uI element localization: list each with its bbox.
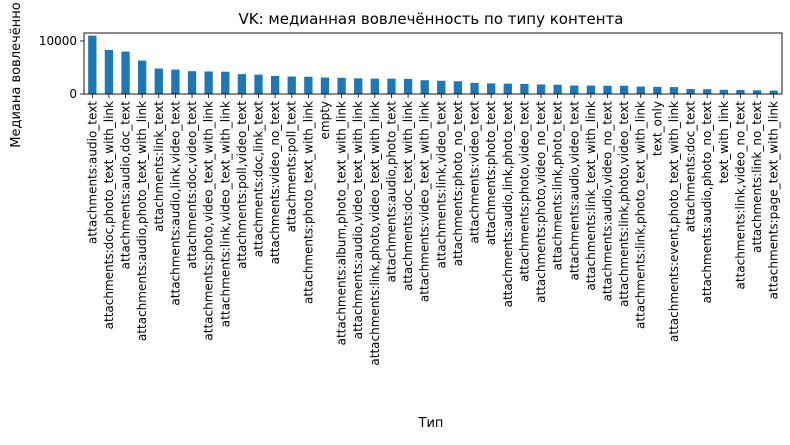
x-tick-label: attachments:doc,photo_text_with_link xyxy=(102,101,116,329)
bar xyxy=(553,84,562,94)
bar xyxy=(586,85,596,94)
bar-series xyxy=(88,35,778,94)
x-tick-label: attachments:event,photo_text_with_link xyxy=(667,101,681,342)
bar xyxy=(619,85,629,94)
x-tick-label: attachments:link_no_text xyxy=(750,101,764,253)
bar xyxy=(287,76,296,94)
bar xyxy=(171,69,180,94)
bar xyxy=(104,49,114,94)
x-tick-label: attachments:poll_text xyxy=(285,101,299,233)
x-tick-label: attachments:page_text_with_link xyxy=(767,101,781,299)
x-tick-label: attachments:audio,doc_text xyxy=(119,101,133,270)
bar xyxy=(703,89,712,94)
bar xyxy=(354,78,363,94)
bar xyxy=(769,90,778,94)
x-tick-label: attachments:audio,video_text xyxy=(567,101,581,281)
x-tick-label: attachments:link,photo,video_text xyxy=(617,101,631,307)
bar xyxy=(187,71,197,94)
bar xyxy=(536,84,546,94)
bar xyxy=(453,81,463,94)
bar xyxy=(138,60,147,94)
plot-frame xyxy=(83,32,783,95)
chart-title: VK: медианная вовлечённость по типу конт… xyxy=(239,10,624,28)
x-axis-label: Тип xyxy=(418,416,444,431)
x-tick-label: attachments:link,photo_text_with_link xyxy=(634,101,648,329)
x-tick-label: attachments:link_text xyxy=(152,101,166,232)
x-tick-label: attachments:doc_text_with_link xyxy=(401,101,415,291)
bar xyxy=(154,68,163,94)
bar xyxy=(752,90,762,94)
x-tick-label: attachments:photo_text xyxy=(484,101,498,246)
x-tick-label: attachments:video_text_with_link xyxy=(418,101,432,302)
bar xyxy=(254,74,263,94)
bar xyxy=(636,86,645,94)
x-tick-label: attachments:video_text xyxy=(468,101,482,244)
bar xyxy=(719,89,728,94)
x-tick-label: attachments:doc_text xyxy=(684,101,698,233)
y-tick-label: 10000 xyxy=(39,34,77,48)
x-tick-label: attachments:link,video_no_text xyxy=(733,101,747,290)
bar xyxy=(403,78,413,94)
x-tick-label: attachments:photo,video_no_text xyxy=(534,101,548,303)
x-tick-label: attachments:photo_no_text xyxy=(451,101,465,267)
bar xyxy=(204,71,213,94)
x-tick-label: attachments:link,photo,video_text_with_l… xyxy=(368,101,382,366)
bar xyxy=(570,85,579,94)
x-tick-label: attachments:audio,link,video_text xyxy=(168,101,182,306)
bar xyxy=(88,35,97,94)
bar xyxy=(270,75,280,94)
y-axis: 0 10000 xyxy=(39,34,84,101)
x-tick-label: attachments:link,video_text_with_link xyxy=(218,101,232,327)
y-axis-label: Медиана вовлечённо xyxy=(9,2,24,147)
bar xyxy=(487,83,496,94)
x-axis: attachments:audio_text attachments:doc,ph… xyxy=(85,94,781,366)
x-tick-label: text_only xyxy=(650,101,664,156)
bar xyxy=(121,51,130,94)
x-tick-label: attachments:link,video_text xyxy=(434,101,448,269)
x-tick-label: text_with_link xyxy=(717,101,731,183)
x-tick-label: attachments:audio,video_no_text xyxy=(601,101,615,302)
bar xyxy=(686,88,695,94)
x-tick-label: attachments:audio,photo_text_with_link xyxy=(135,101,149,341)
bar xyxy=(304,76,313,94)
x-tick-label: attachments:audio,photo_text xyxy=(384,101,398,283)
bar xyxy=(337,77,346,94)
bar xyxy=(503,83,512,94)
bar xyxy=(437,80,446,94)
x-tick-label: attachments:photo_text_with_link xyxy=(301,101,315,304)
x-tick-label: attachments:link_text_with_link xyxy=(584,101,598,291)
bar xyxy=(237,74,247,94)
x-tick-label: attachments:album,photo_text_with_link xyxy=(335,101,349,345)
bar xyxy=(520,83,529,94)
x-tick-label: attachments:link,photo_text xyxy=(551,101,565,271)
x-tick-label: attachments:audio,video_text_with_link xyxy=(351,101,365,339)
x-tick-label: attachments:doc,link_text xyxy=(252,101,266,258)
x-tick-label: attachments:photo,video_text xyxy=(517,101,531,282)
y-tick-label: 0 xyxy=(69,87,77,101)
x-tick-label: attachments:audio,link,photo_text xyxy=(501,101,515,308)
bar xyxy=(470,82,479,94)
x-tick-label: empty xyxy=(318,101,332,140)
x-tick-label: attachments:audio,photo_no_text xyxy=(700,101,714,304)
bar xyxy=(669,87,679,94)
bar xyxy=(603,85,612,94)
x-tick-label: attachments:poll,video_text xyxy=(235,101,249,269)
bar xyxy=(370,78,379,94)
bar xyxy=(320,77,330,94)
x-tick-label: attachments:doc,video_text xyxy=(185,101,199,269)
bar xyxy=(221,71,230,94)
bar xyxy=(736,90,745,94)
bar xyxy=(420,80,429,94)
bar xyxy=(653,86,662,94)
x-tick-label: attachments:video_no_text xyxy=(268,101,282,265)
bar xyxy=(387,78,396,94)
x-tick-label: attachments:audio_text xyxy=(85,101,99,244)
x-tick-label: attachments:photo,video_text_with_link xyxy=(202,101,216,341)
